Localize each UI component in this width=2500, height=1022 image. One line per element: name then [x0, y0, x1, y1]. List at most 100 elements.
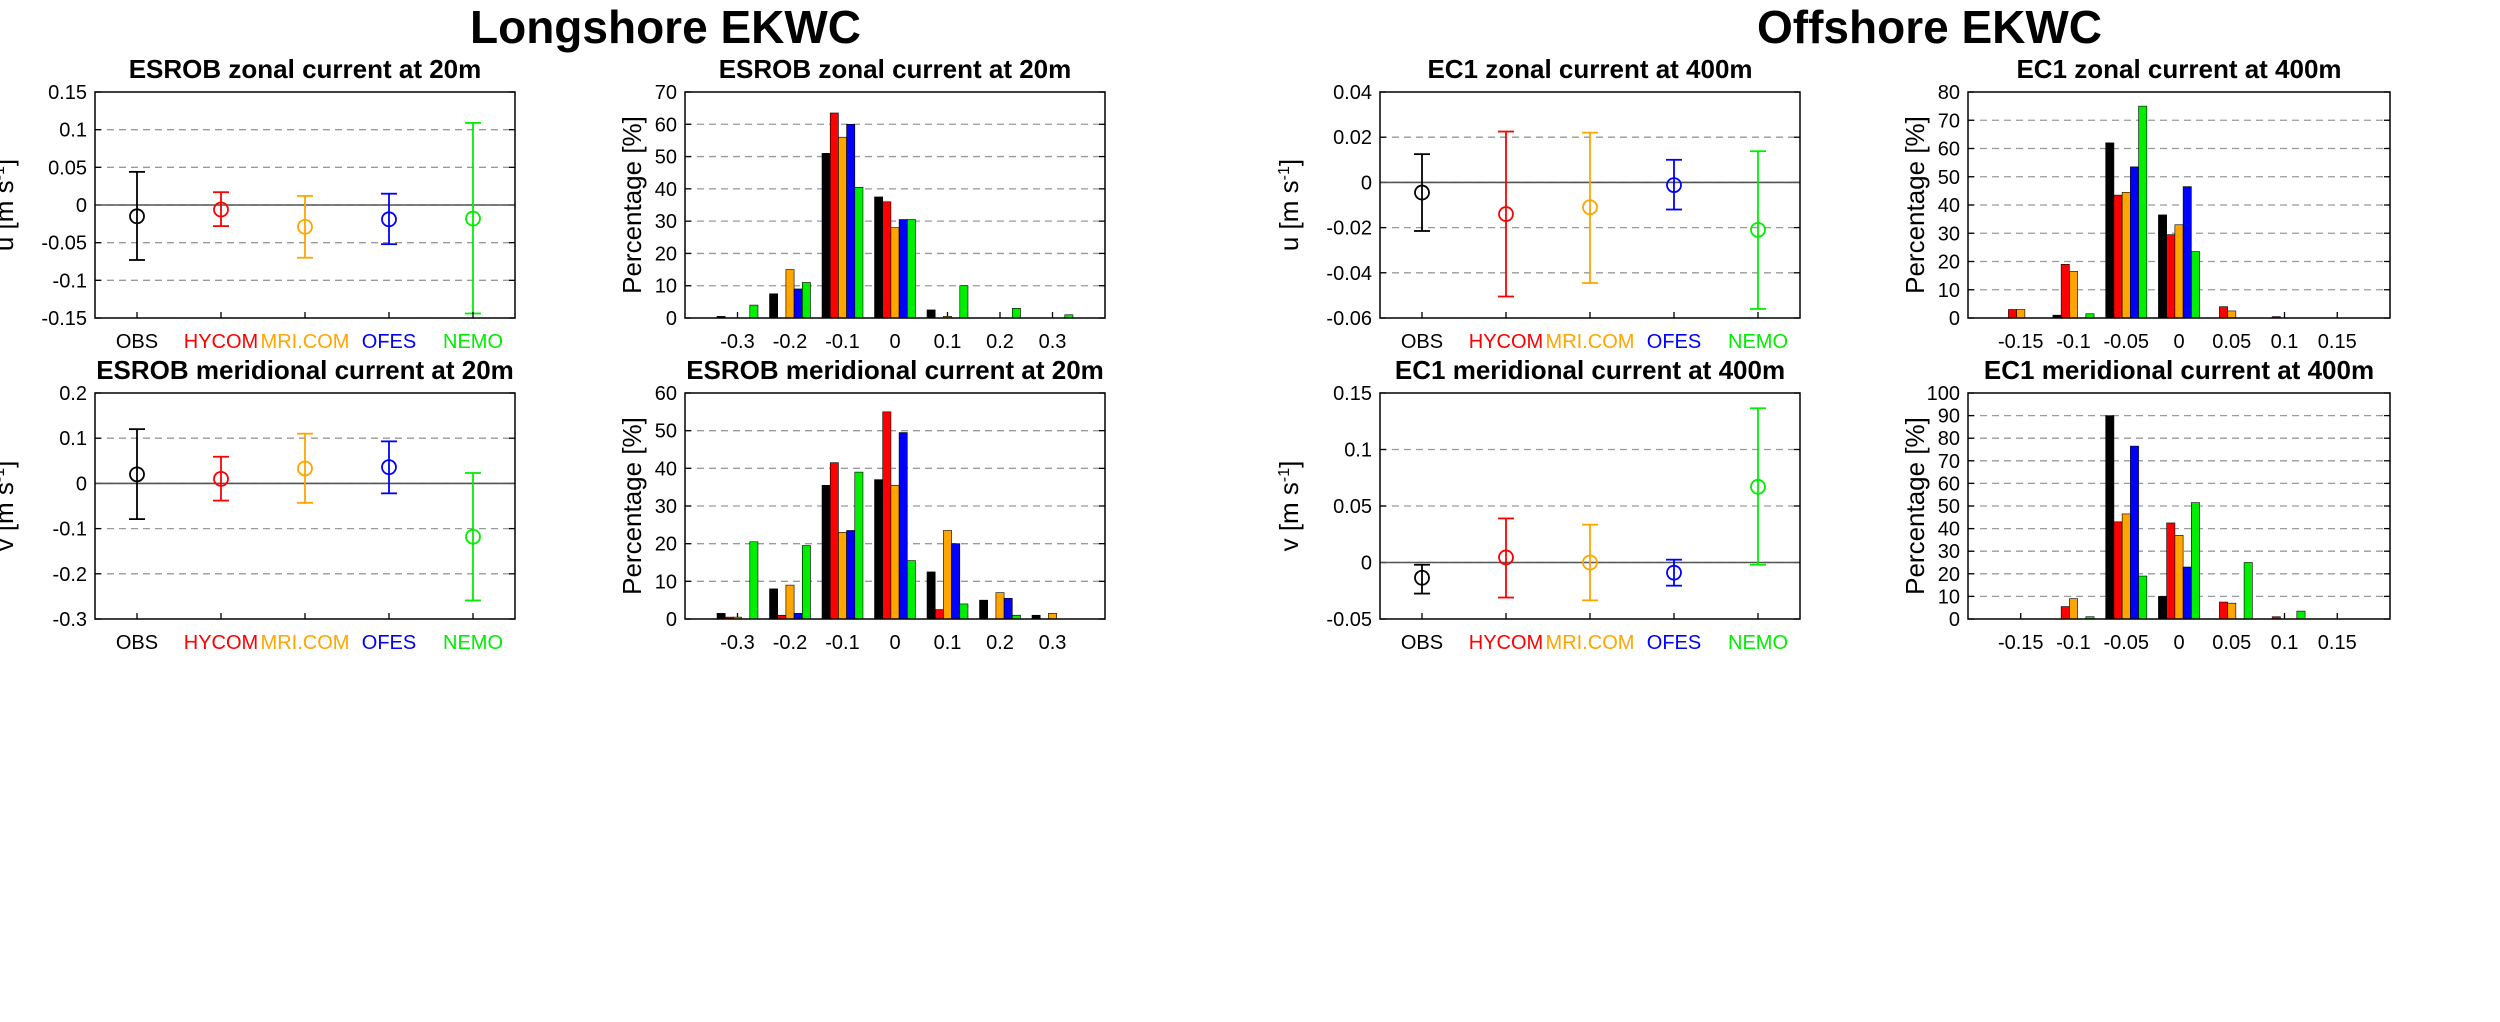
bar-ofes: [846, 530, 856, 620]
y-tick-label: 0: [666, 308, 677, 330]
y-tick-label: 90: [1938, 406, 1960, 428]
bar-hycom: [882, 411, 892, 620]
mean-marker: [129, 208, 145, 225]
y-tick-label: -0.02: [1326, 218, 1372, 240]
bar-nemo: [2138, 105, 2148, 319]
mean-marker: [213, 470, 229, 487]
bar-mri-com: [890, 227, 900, 319]
y-tick-label: 60: [1938, 139, 1960, 161]
x-tick-label: 0.2: [986, 331, 1014, 353]
bar-mri-com: [890, 484, 900, 620]
y-axis-label: Percentage [%]: [1900, 116, 1930, 294]
bar-ofes: [1003, 597, 1013, 620]
chart-title: ESROB meridional current at 20m: [686, 355, 1104, 385]
x-tick-label: OFES: [1647, 331, 1701, 353]
bar-nemo: [854, 471, 864, 620]
y-tick-label: 0.05: [48, 157, 87, 179]
x-tick-label: -0.3: [720, 331, 754, 353]
bar-hycom: [829, 112, 839, 319]
y-tick-label: 40: [1938, 195, 1960, 217]
bar-ofes: [898, 432, 908, 620]
x-tick-label: HYCOM: [1469, 331, 1543, 353]
y-tick-label: 20: [1938, 564, 1960, 586]
x-tick-label: -0.05: [2103, 331, 2149, 353]
bar-obs: [2158, 214, 2167, 319]
bar-hycom: [2060, 264, 2070, 319]
chart-title: ESROB zonal current at 20m: [719, 54, 1072, 84]
y-axis-label: u [m s-1]: [1274, 159, 1304, 251]
chart-title: EC1 zonal current at 400m: [2016, 54, 2341, 84]
chart-p8: EC1 meridional current at 400m0102030405…: [1900, 355, 2391, 654]
bar-hycom: [2008, 309, 2017, 319]
x-tick-label: OFES: [362, 331, 416, 353]
mean-marker: [1414, 569, 1430, 586]
mean-marker: [465, 528, 481, 545]
bar-ofes: [846, 123, 856, 319]
y-axis-label: Percentage [%]: [1900, 417, 1930, 595]
y-tick-label: 0: [76, 195, 87, 217]
y-tick-label: 50: [655, 421, 677, 443]
x-tick-label: -0.2: [773, 331, 807, 353]
bar-hycom: [882, 201, 892, 319]
bar-mri-com: [2174, 535, 2184, 620]
bar-mri-com: [838, 136, 847, 319]
y-tick-label: 70: [1938, 110, 1960, 132]
mean-marker: [381, 459, 397, 476]
mean-marker: [381, 211, 397, 228]
y-tick-label: -0.05: [41, 233, 87, 255]
x-tick-label: OFES: [1647, 632, 1701, 654]
bar-mri-com: [2121, 513, 2131, 620]
y-tick-label: 20: [1938, 252, 1960, 274]
bar-ofes: [2130, 445, 2139, 620]
x-tick-label: MRI.COM: [261, 331, 350, 353]
bar-nemo: [801, 545, 811, 620]
y-tick-label: -0.15: [41, 308, 87, 330]
bar-nemo: [2191, 502, 2200, 620]
y-tick-label: -0.05: [1326, 609, 1372, 631]
y-tick-label: 40: [1938, 519, 1960, 541]
bar-obs: [926, 309, 936, 319]
y-tick-label: 0: [1949, 308, 1960, 330]
bar-obs: [821, 153, 831, 319]
bar-mri-com: [2227, 602, 2237, 620]
bar-ofes: [793, 288, 803, 319]
x-tick-label: MRI.COM: [1546, 632, 1635, 654]
axes-frame: [94, 392, 516, 620]
y-tick-label: 60: [1938, 473, 1960, 495]
bar-obs: [769, 293, 779, 319]
y-tick-label: 60: [655, 383, 677, 405]
y-tick-label: -0.2: [53, 564, 87, 586]
y-tick-label: 70: [655, 82, 677, 104]
bar-hycom: [2166, 234, 2176, 319]
x-tick-label: -0.1: [825, 331, 859, 353]
bar-nemo: [801, 282, 811, 319]
bar-obs: [769, 588, 779, 620]
chart-p3: EC1 zonal current at 400m -0.06 -0.04 -0.02…: [1274, 54, 1801, 353]
bar-mri-com: [785, 269, 795, 319]
y-tick-label: 0.05: [1333, 496, 1372, 518]
x-tick-label: NEMO: [443, 331, 503, 353]
bar-mri-com: [2227, 310, 2237, 319]
mean-marker: [297, 460, 313, 477]
y-tick-label: 80: [1938, 82, 1960, 104]
bar-mri-com: [785, 584, 795, 620]
y-tick-label: 70: [1938, 451, 1960, 473]
bar-nemo: [906, 560, 916, 620]
x-tick-label: OBS: [1401, 632, 1443, 654]
bar-mri-com: [2069, 598, 2078, 620]
bar-nemo: [2296, 610, 2306, 620]
chart-title: ESROB zonal current at 20m: [129, 54, 482, 84]
axes-frame: [1379, 392, 1801, 620]
mean-marker: [1750, 221, 1766, 238]
x-tick-label: 0.15: [2318, 331, 2357, 353]
bar-obs: [2158, 596, 2167, 620]
axes-frame: [94, 91, 516, 319]
bar-hycom: [2166, 522, 2176, 620]
y-tick-label: 0.02: [1333, 127, 1372, 149]
x-tick-label: 0.1: [2271, 632, 2299, 654]
x-tick-label: HYCOM: [184, 331, 258, 353]
bar-nemo: [2138, 575, 2148, 620]
y-tick-label: 0.15: [1333, 383, 1372, 405]
bar-obs: [874, 196, 884, 319]
